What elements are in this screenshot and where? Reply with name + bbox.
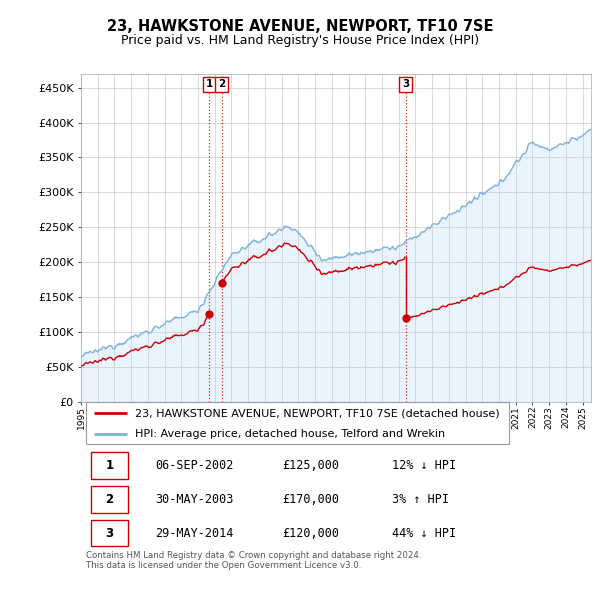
- Text: £170,000: £170,000: [283, 493, 340, 506]
- Text: 3: 3: [106, 526, 113, 540]
- Text: £125,000: £125,000: [283, 459, 340, 472]
- Text: 29-MAY-2014: 29-MAY-2014: [155, 526, 233, 540]
- FancyBboxPatch shape: [86, 402, 509, 444]
- Text: 2: 2: [106, 493, 113, 506]
- Text: 23, HAWKSTONE AVENUE, NEWPORT, TF10 7SE (detached house): 23, HAWKSTONE AVENUE, NEWPORT, TF10 7SE …: [134, 408, 499, 418]
- Text: £120,000: £120,000: [283, 526, 340, 540]
- Text: 3: 3: [402, 79, 409, 89]
- Text: 23, HAWKSTONE AVENUE, NEWPORT, TF10 7SE: 23, HAWKSTONE AVENUE, NEWPORT, TF10 7SE: [107, 19, 493, 34]
- Text: Price paid vs. HM Land Registry's House Price Index (HPI): Price paid vs. HM Land Registry's House …: [121, 34, 479, 47]
- Text: Contains HM Land Registry data © Crown copyright and database right 2024.
This d: Contains HM Land Registry data © Crown c…: [86, 550, 422, 570]
- Text: 2: 2: [218, 79, 225, 89]
- Text: 3% ↑ HPI: 3% ↑ HPI: [392, 493, 449, 506]
- Text: 06-SEP-2002: 06-SEP-2002: [155, 459, 233, 472]
- FancyBboxPatch shape: [91, 453, 128, 479]
- Text: 12% ↓ HPI: 12% ↓ HPI: [392, 459, 456, 472]
- FancyBboxPatch shape: [91, 486, 128, 513]
- Text: 44% ↓ HPI: 44% ↓ HPI: [392, 526, 456, 540]
- Text: HPI: Average price, detached house, Telford and Wrekin: HPI: Average price, detached house, Telf…: [134, 429, 445, 439]
- Text: 1: 1: [106, 459, 113, 472]
- FancyBboxPatch shape: [91, 520, 128, 546]
- Text: 1: 1: [206, 79, 213, 89]
- Text: 30-MAY-2003: 30-MAY-2003: [155, 493, 233, 506]
